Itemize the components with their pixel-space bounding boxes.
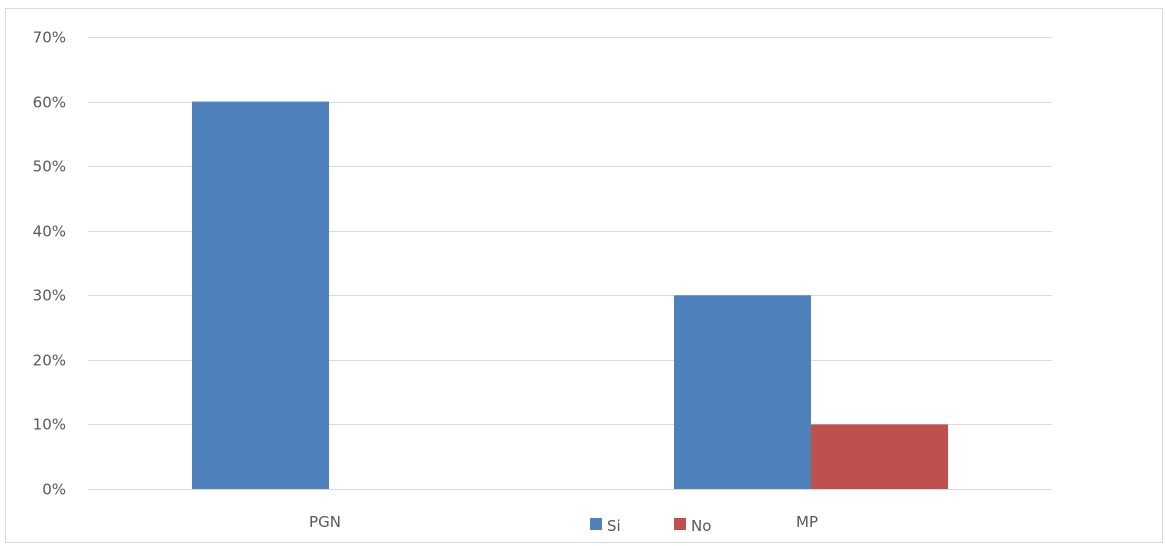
- y-tick-label: 40%: [33, 223, 66, 241]
- legend-label-no: No: [691, 517, 711, 535]
- legend-swatch-no: [674, 518, 686, 530]
- legend-label-si: Si: [607, 517, 621, 535]
- y-tick-label: 50%: [33, 158, 66, 176]
- y-tick-label: 60%: [33, 94, 66, 112]
- y-tick-label: 70%: [33, 29, 66, 47]
- legend: Si No: [590, 517, 711, 535]
- legend-swatch-si: [590, 518, 602, 530]
- bar-si-mp: [674, 295, 811, 489]
- y-tick-label: 10%: [33, 416, 66, 434]
- y-tick-label: 30%: [33, 287, 66, 305]
- bar-si-pgn: [192, 101, 329, 490]
- x-tick-label: MP: [796, 513, 818, 531]
- x-axis-tick-labels: PGN MP: [309, 513, 818, 531]
- x-tick-label: PGN: [309, 513, 341, 531]
- bars: [192, 101, 948, 490]
- bar-no-mp: [811, 424, 948, 489]
- y-tick-label: 20%: [33, 352, 66, 370]
- y-tick-label: 0%: [42, 481, 66, 499]
- y-axis-tick-labels: 0% 10% 20% 30% 40% 50% 60% 70%: [33, 29, 66, 499]
